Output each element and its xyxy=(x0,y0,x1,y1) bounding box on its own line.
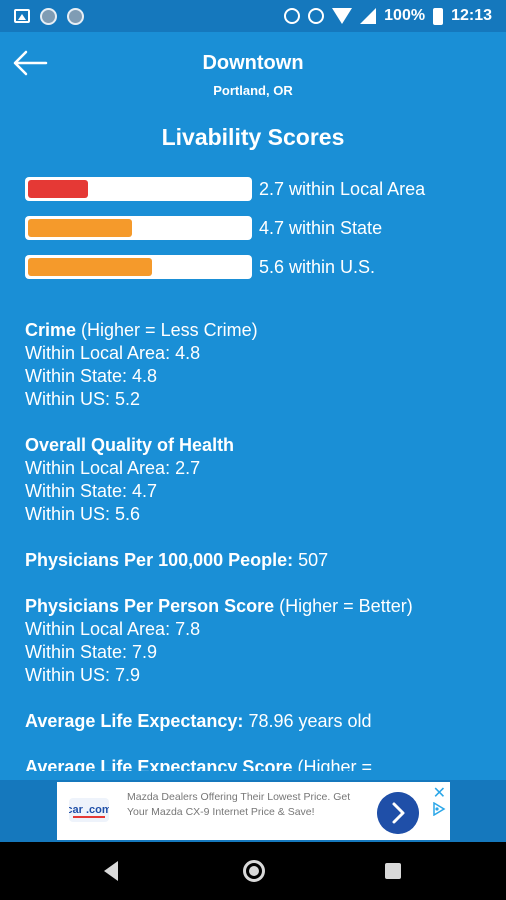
score-bar-track xyxy=(25,255,252,279)
life-expectancy-section: Average Life Expectancy: 78.96 years old xyxy=(25,710,495,733)
notification-icons xyxy=(14,7,84,25)
arrow-left-icon[interactable] xyxy=(12,50,48,76)
health-section: Overall Quality of Health Within Local A… xyxy=(25,434,495,526)
adchoices-icon[interactable] xyxy=(432,802,446,816)
wifi-icon xyxy=(332,8,353,24)
physicians-score-state: Within State: 7.9 xyxy=(25,642,158,662)
cellular-signal-icon xyxy=(360,8,377,24)
score-bar-fill xyxy=(28,180,88,198)
life-expectancy-score-section: Average Life Expectancy Score (Higher = xyxy=(25,756,495,771)
score-label: 2.7 within Local Area xyxy=(259,178,426,199)
alarm-icon xyxy=(308,8,325,24)
app-notification-icon xyxy=(40,7,57,25)
crime-us: Within US: 5.2 xyxy=(25,389,141,409)
battery-icon xyxy=(433,7,444,25)
nav-recents-icon[interactable] xyxy=(385,863,401,879)
physicians-score-us: Within US: 7.9 xyxy=(25,665,141,685)
car-com-logo-text: car .com xyxy=(69,804,109,816)
clock: 12:13 xyxy=(451,7,492,24)
life-expectancy-score-heading: Average Life Expectancy Score xyxy=(25,757,293,771)
physicians-score-section: Physicians Per Person Score (Higher = Be… xyxy=(25,595,495,687)
physicians-score-note: (Higher = Better) xyxy=(274,596,413,616)
score-bar-fill xyxy=(28,258,152,276)
nav-home-icon[interactable] xyxy=(243,860,265,882)
score-bar-fill xyxy=(28,219,132,237)
crime-section: Crime (Higher = Less Crime) Within Local… xyxy=(25,319,495,411)
ad-banner[interactable]: car .com Mazda Dealers Offering Their Lo… xyxy=(57,782,450,840)
details-scroll-area[interactable]: Crime (Higher = Less Crime) Within Local… xyxy=(25,319,495,771)
chevron-right-icon[interactable] xyxy=(377,792,419,834)
health-us: Within US: 5.6 xyxy=(25,504,141,524)
livability-title: Livability Scores xyxy=(161,124,345,150)
page-title: Downtown xyxy=(202,52,304,74)
app-notification-icon-2 xyxy=(67,7,84,25)
nav-back-icon[interactable] xyxy=(104,861,118,881)
ad-close-icon[interactable]: ✕ xyxy=(432,785,446,802)
physicians-section: Physicians Per 100,000 People: 507 xyxy=(25,549,495,572)
ad-text: Mazda Dealers Offering Their Lowest Pric… xyxy=(127,791,351,818)
crime-note: (Higher = Less Crime) xyxy=(76,320,258,340)
car-com-logo: car .com xyxy=(69,798,109,822)
physicians-score-heading: Physicians Per Person Score xyxy=(25,596,275,616)
crime-local: Within Local Area: 4.8 xyxy=(25,343,201,363)
life-expectancy-score-note: (Higher = xyxy=(292,757,373,771)
life-expectancy-heading: Average Life Expectancy: xyxy=(25,711,244,731)
health-state: Within State: 4.7 xyxy=(25,481,158,501)
physicians-heading: Physicians Per 100,000 People: xyxy=(25,550,294,570)
life-expectancy-value: 78.96 years old xyxy=(243,711,372,731)
app-header: Downtown Portland, OR xyxy=(0,32,506,112)
score-bar-track xyxy=(25,216,252,240)
crime-state: Within State: 4.8 xyxy=(25,366,158,386)
battery-percent: 100% xyxy=(384,7,426,24)
data-saver-icon xyxy=(284,8,301,24)
system-nav-bar xyxy=(0,842,506,900)
score-row-local: 2.7 within Local Area xyxy=(25,176,425,202)
score-label: 5.6 within U.S. xyxy=(259,256,376,277)
physicians-score-local: Within Local Area: 7.8 xyxy=(25,619,201,639)
crime-heading: Crime xyxy=(25,320,77,340)
status-bar: 100% 12:13 xyxy=(0,0,506,32)
image-notification-icon xyxy=(14,9,30,23)
score-row-state: 4.7 within State xyxy=(25,215,382,241)
physicians-value: 507 xyxy=(293,550,329,570)
score-row-us: 5.6 within U.S. xyxy=(25,254,375,280)
score-label: 4.7 within State xyxy=(259,217,383,238)
page-subtitle: Portland, OR xyxy=(213,83,293,98)
health-heading: Overall Quality of Health xyxy=(25,435,235,455)
health-local: Within Local Area: 2.7 xyxy=(25,458,201,478)
score-bar-track xyxy=(25,177,252,201)
system-icons: 100% 12:13 xyxy=(284,7,492,25)
